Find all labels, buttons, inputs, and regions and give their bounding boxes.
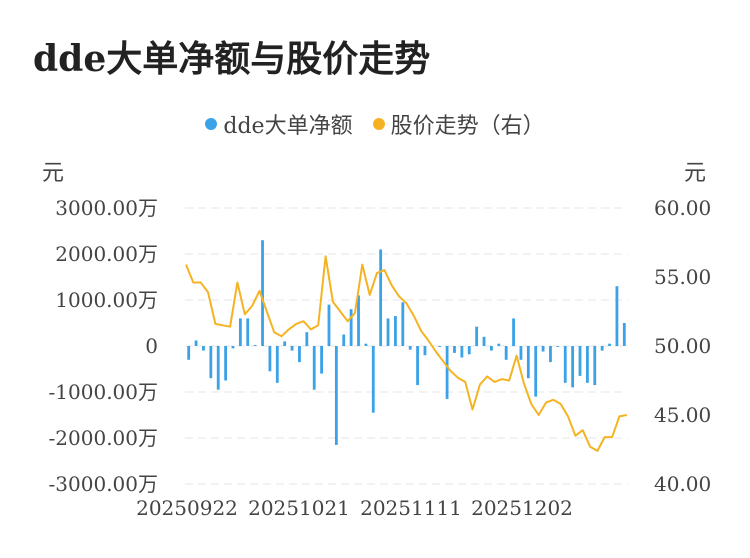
legend-label-price: 股价走势（右） bbox=[390, 114, 545, 139]
bar bbox=[283, 341, 287, 346]
bar bbox=[615, 286, 619, 346]
bar bbox=[608, 343, 611, 346]
y-left-tick-label: -2000.00万 bbox=[49, 426, 158, 450]
bar bbox=[386, 318, 390, 346]
left-axis-unit: 元 bbox=[42, 161, 65, 186]
bar bbox=[512, 318, 515, 346]
bar bbox=[379, 249, 383, 346]
bar bbox=[571, 346, 575, 388]
y-right-tick-label: 50.00 bbox=[654, 334, 711, 358]
legend-label-dde: dde大单净额 bbox=[223, 114, 353, 139]
y-left-tick-label: 1000.00万 bbox=[55, 288, 158, 312]
bar bbox=[519, 346, 523, 360]
bar bbox=[342, 334, 346, 346]
chart-title: dde大单净额与股价走势 bbox=[33, 38, 431, 80]
bar bbox=[298, 346, 301, 363]
bar bbox=[253, 345, 257, 346]
legend-marker-bar bbox=[205, 118, 218, 130]
bar bbox=[600, 346, 604, 351]
bar bbox=[327, 304, 331, 346]
bar bbox=[394, 316, 397, 346]
bar bbox=[504, 346, 508, 360]
bar bbox=[593, 346, 597, 386]
bar bbox=[275, 346, 279, 383]
y-left-tick-label: -1000.00万 bbox=[49, 380, 158, 404]
y-left-tick-label: 0 bbox=[145, 334, 158, 358]
x-tick-label: 20251021 bbox=[248, 496, 350, 520]
bar bbox=[416, 346, 419, 386]
bar bbox=[622, 323, 626, 346]
bar bbox=[202, 346, 205, 351]
bar bbox=[364, 343, 368, 346]
bar bbox=[445, 346, 449, 399]
bar bbox=[563, 346, 567, 383]
bar bbox=[467, 346, 471, 355]
legend-item-price[interactable]: 股价走势（右） bbox=[372, 108, 545, 140]
bar bbox=[334, 346, 338, 445]
bar bbox=[401, 302, 405, 346]
y-right-tick-label: 45.00 bbox=[654, 403, 711, 427]
bar bbox=[585, 346, 589, 383]
bar bbox=[349, 309, 353, 346]
y-right-tick-label: 60.00 bbox=[654, 196, 711, 220]
bar bbox=[549, 346, 552, 363]
bar bbox=[216, 346, 220, 390]
x-tick-label: 20251202 bbox=[471, 496, 573, 520]
bar bbox=[194, 340, 198, 346]
bar bbox=[541, 346, 545, 352]
bar bbox=[408, 346, 412, 350]
bar bbox=[209, 346, 213, 379]
bar bbox=[526, 346, 530, 379]
bar bbox=[460, 346, 464, 358]
bar bbox=[371, 346, 375, 413]
bar bbox=[423, 346, 427, 356]
bar bbox=[268, 346, 272, 372]
y-left-tick-label: 2000.00万 bbox=[55, 242, 158, 266]
bar bbox=[231, 346, 235, 349]
bar bbox=[482, 336, 486, 346]
bar bbox=[305, 332, 309, 346]
bar bbox=[312, 346, 316, 390]
y-left-tick-label: 3000.00万 bbox=[55, 196, 158, 220]
bar bbox=[187, 346, 191, 360]
bar bbox=[238, 318, 242, 346]
bar bbox=[246, 318, 250, 346]
x-tick-label: 20250922 bbox=[136, 496, 238, 520]
chart-legend: dde大单净额 股价走势（右） bbox=[0, 108, 750, 140]
bar bbox=[490, 346, 493, 351]
bar bbox=[290, 346, 294, 351]
bar bbox=[224, 346, 228, 381]
bar bbox=[320, 346, 323, 374]
y-right-tick-label: 40.00 bbox=[654, 472, 711, 496]
price-line bbox=[185, 255, 627, 452]
y-left-tick-label: -3000.00万 bbox=[49, 472, 158, 496]
legend-item-dde[interactable]: dde大单净额 bbox=[205, 108, 353, 140]
bar bbox=[475, 326, 479, 346]
bar bbox=[556, 346, 560, 347]
bar bbox=[438, 346, 442, 347]
bar bbox=[357, 295, 360, 346]
bar bbox=[497, 343, 501, 346]
bar bbox=[578, 346, 582, 376]
bar bbox=[261, 240, 264, 346]
right-axis-unit: 元 bbox=[684, 161, 707, 186]
legend-marker-line bbox=[372, 118, 385, 130]
y-right-tick-label: 55.00 bbox=[654, 265, 711, 289]
bar bbox=[534, 346, 538, 397]
x-tick-label: 20251111 bbox=[360, 496, 462, 520]
bar bbox=[453, 346, 456, 353]
